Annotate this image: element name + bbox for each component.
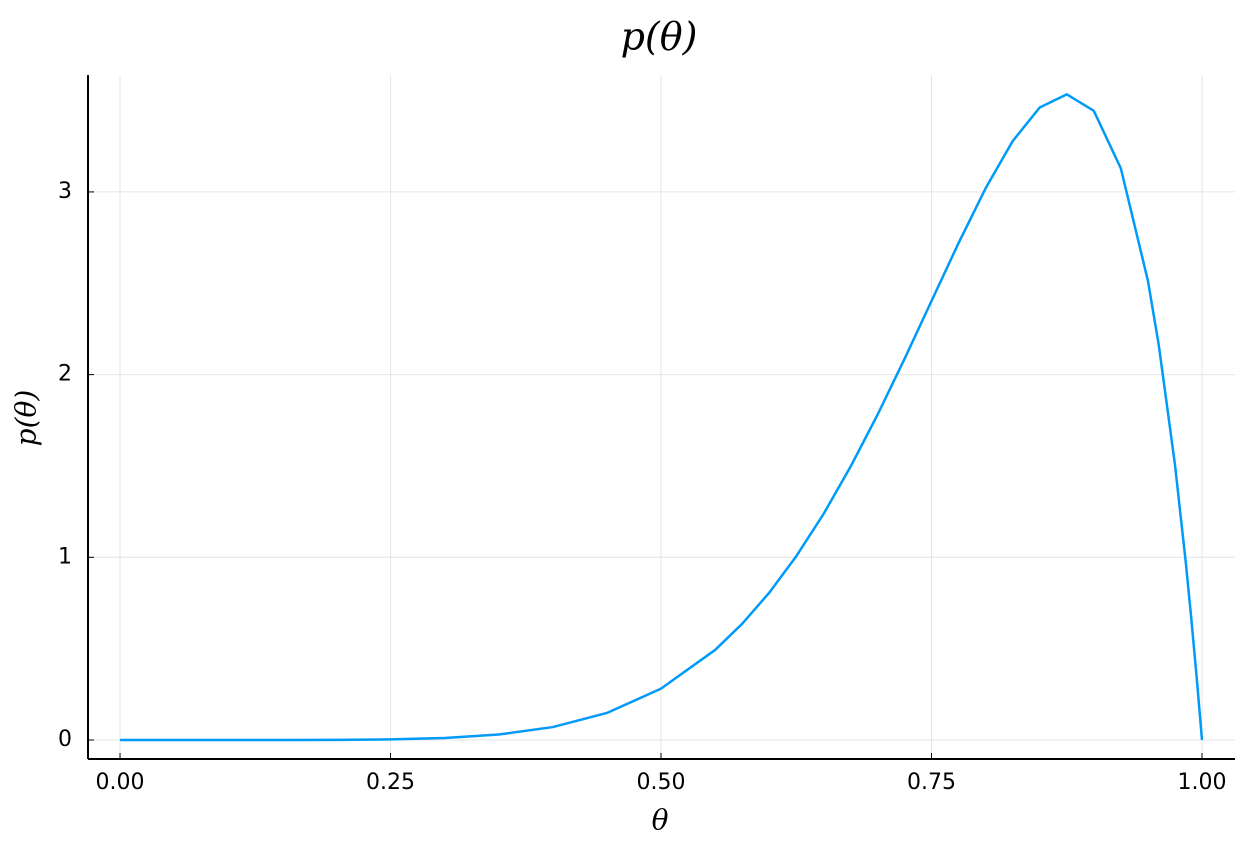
x-tick-label: 0.25 bbox=[366, 770, 415, 795]
x-axis-label: θ bbox=[652, 804, 669, 837]
x-tick-label: 0.50 bbox=[637, 770, 686, 795]
y-tick-label: 2 bbox=[58, 362, 72, 387]
x-tick-label: 1.00 bbox=[1178, 770, 1227, 795]
y-tick-label: 0 bbox=[58, 727, 72, 752]
data-line bbox=[120, 93, 1204, 742]
y-tick-label: 1 bbox=[58, 544, 72, 569]
x-tick-label: 0.00 bbox=[96, 770, 145, 795]
x-tick-label: 0.75 bbox=[907, 770, 956, 795]
y-axis-label: p(θ) bbox=[10, 390, 43, 447]
chart-title: p(θ) bbox=[621, 15, 698, 59]
y-tick-label: 3 bbox=[58, 179, 72, 204]
